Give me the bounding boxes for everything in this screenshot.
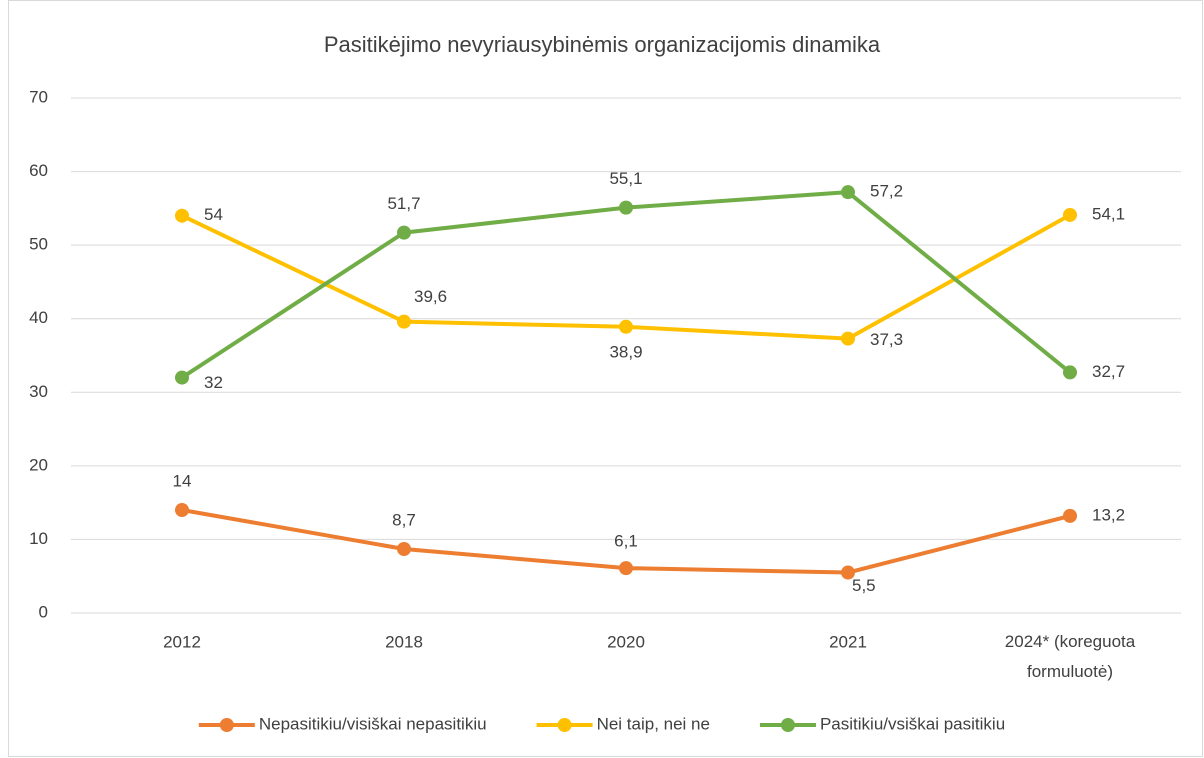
y-tick-label: 60 (29, 161, 48, 180)
y-tick-label: 70 (29, 87, 48, 106)
x-tick-label: 2024* (koreguota formuluotė) (1005, 632, 1136, 681)
data-label: 14 (173, 471, 192, 490)
legend: Nepasitikiu/visiškai nepasitikiu Nei taip… (198, 714, 1005, 733)
data-point (175, 503, 189, 517)
data-point (841, 331, 855, 346)
y-tick-label: 40 (29, 308, 48, 327)
data-label: 37,3 (870, 330, 903, 349)
data-point (175, 370, 189, 385)
y-tick-label: 10 (29, 529, 48, 548)
data-label: 51,7 (387, 194, 420, 213)
data-point (397, 225, 411, 240)
data-point (841, 565, 855, 580)
chart-frame (8, 0, 1203, 757)
data-label: 57,2 (870, 182, 903, 201)
data-label: 38,9 (609, 342, 642, 361)
x-tick-label: 2021 (829, 632, 867, 651)
x-tick-label: 2018 (385, 632, 423, 651)
legend-marker (780, 718, 795, 732)
x-tick-label: 2020 (607, 632, 645, 651)
data-point (1063, 207, 1077, 222)
data-point (619, 200, 633, 215)
data-label: 6,1 (614, 532, 638, 551)
data-point (397, 541, 411, 556)
legend-label: Nepasitikiu/visiškai nepasitikiu (259, 714, 487, 733)
data-label: 5,5 (852, 576, 876, 595)
y-tick-label: 50 (29, 235, 48, 254)
legend-marker (219, 718, 234, 732)
data-label: 13,2 (1092, 505, 1125, 524)
data-point (619, 319, 633, 334)
data-label: 55,1 (609, 169, 642, 188)
data-point (175, 208, 189, 223)
y-tick-label: 30 (29, 382, 48, 401)
data-label: 8,7 (392, 510, 416, 529)
x-tick-label: 2012 (163, 632, 201, 651)
y-tick-label: 20 (29, 455, 48, 474)
chart-title: Pasitikėjimo nevyriausybinėmis organizac… (324, 32, 881, 57)
data-point (1063, 365, 1077, 380)
data-label: 54 (204, 205, 223, 224)
legend-marker (557, 718, 572, 732)
data-label: 32,7 (1092, 362, 1125, 381)
data-point (397, 314, 411, 329)
data-label: 32 (204, 373, 223, 392)
data-label: 54,1 (1092, 204, 1125, 223)
data-point (841, 185, 855, 200)
data-point (619, 561, 633, 576)
legend-label: Nei taip, nei ne (597, 714, 710, 733)
data-point (1063, 508, 1077, 523)
data-label: 39,6 (414, 287, 447, 306)
legend-label: Pasitikiu/vsiškai pasitikiu (820, 714, 1005, 733)
y-tick-label: 0 (39, 602, 48, 621)
